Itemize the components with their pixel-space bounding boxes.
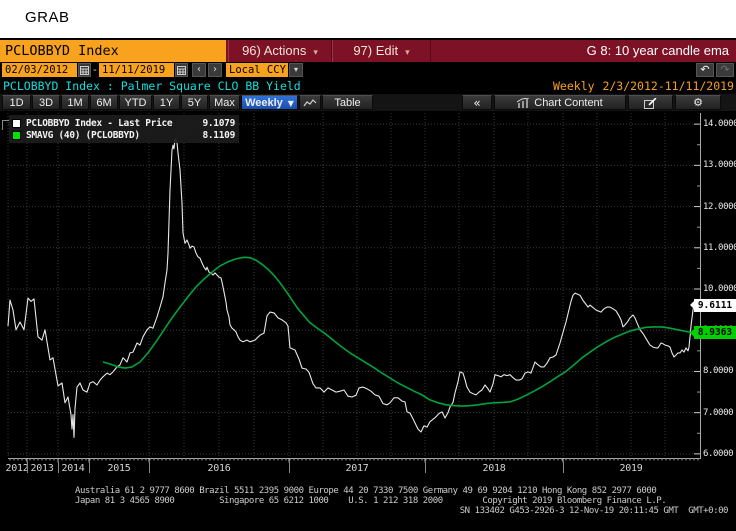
- toolbar: 1D 3D 1M 6M YTD 1Y 5Y Max Weekly ▼ Table « Chart…: [0, 94, 736, 111]
- range-bar: 02/03/2012 - 11/11/2019 ‹ › Local CCY ▾ …: [0, 62, 736, 78]
- window-titlebar: GRAB: [0, 0, 736, 38]
- calendar-icon[interactable]: [78, 63, 91, 77]
- x-year-separator: [27, 462, 28, 473]
- next-period-button[interactable]: ›: [208, 63, 222, 77]
- y-tick-label: 11.0000: [703, 242, 736, 253]
- security-description: PCLOBBYD Index : Palmer Square CLO BB Yi…: [3, 79, 301, 93]
- y-tick-label: 12.0000: [703, 201, 736, 212]
- collapse-panel-button[interactable]: «: [462, 95, 492, 110]
- chart-content-icon: [517, 98, 530, 109]
- tab-3d[interactable]: 3D: [32, 95, 60, 110]
- actions-menu-button[interactable]: 96) Actions ▾: [228, 40, 332, 62]
- annotate-pencil-icon: [644, 97, 657, 109]
- edit-menu-button[interactable]: 97) Edit ▾: [332, 40, 431, 62]
- tab-5y[interactable]: 5Y: [181, 95, 208, 110]
- y-tick-label: 6.0000: [703, 448, 734, 459]
- tab-1d[interactable]: 1D: [2, 95, 31, 110]
- footer-phone-line1: Australia 61 2 9777 8600 Brazil 5511 239…: [75, 486, 657, 496]
- x-year-separator: [58, 462, 59, 473]
- grab-label: GRAB: [25, 9, 70, 26]
- legend-handle[interactable]: [2, 120, 9, 130]
- chart-content-button[interactable]: Chart Content: [494, 95, 626, 110]
- chart-content-label: Chart Content: [534, 97, 603, 109]
- settings-gear-button[interactable]: ⚙: [675, 95, 721, 110]
- tab-table[interactable]: Table: [322, 95, 373, 110]
- chart-context-label: G 8: 10 year candle ema: [586, 43, 729, 58]
- legend-item: SMAVG (40) (PCLOBBYD) 8.1109: [12, 129, 235, 141]
- legend-label: SMAVG (40) (PCLOBBYD): [26, 129, 140, 141]
- legend-value: 9.1079: [202, 117, 235, 129]
- x-tick-label-2012: 2012: [5, 463, 29, 474]
- y-tick-label: 8.0000: [703, 366, 734, 377]
- y-tick-label: 10.0000: [703, 284, 736, 294]
- legend-item: PCLOBBYD Index - Last Price 9.1079: [12, 117, 235, 129]
- last-value-badge: 9.6111: [690, 298, 736, 312]
- prev-period-button[interactable]: ‹: [192, 63, 206, 77]
- period-dropdown[interactable]: Weekly ▼: [241, 95, 298, 110]
- annotate-button[interactable]: [628, 95, 673, 110]
- tab-6m[interactable]: 6M: [90, 95, 118, 110]
- y-tick-label: 14.0000: [703, 119, 736, 130]
- redo-button[interactable]: ↷: [716, 63, 734, 77]
- series-smavg: [102, 256, 695, 407]
- edit-menu-label: 97) Edit: [353, 43, 399, 58]
- x-year-separator: [89, 462, 90, 473]
- chart-legend[interactable]: PCLOBBYD Index - Last Price 9.1079 SMAVG (…: [9, 115, 239, 143]
- footer-phone-line2: Japan 81 3 4565 8900 Singapore 65 6212 1…: [75, 496, 667, 506]
- tab-max[interactable]: Max: [209, 95, 240, 110]
- line-chart-type-button[interactable]: [299, 95, 321, 110]
- x-year-separator: [149, 462, 150, 473]
- footer-session-info: SN 133402 G453-2926-3 12-Nov-19 20:11:45…: [459, 506, 729, 516]
- x-tick-label-2015: 2015: [107, 463, 131, 474]
- x-tick-label-2017: 2017: [345, 463, 369, 474]
- actions-menu-label: 96) Actions: [242, 43, 307, 58]
- x-tick-label-2018: 2018: [482, 463, 506, 474]
- legend-swatch: [12, 118, 21, 128]
- tab-ytd[interactable]: YTD: [119, 95, 152, 110]
- x-tick-label-2019: 2019: [619, 463, 643, 474]
- x-tick-label-2013: 2013: [30, 463, 54, 474]
- y-tick-label: 13.0000: [703, 160, 736, 171]
- security-ticker-field[interactable]: PCLOBBYD Index: [0, 40, 226, 62]
- legend-value: 8.1109: [202, 129, 235, 141]
- chevron-down-icon: ▾: [405, 48, 410, 58]
- chevron-down-icon: ▼: [287, 99, 294, 108]
- x-tick-label-2016: 2016: [207, 463, 231, 474]
- x-year-separator: [425, 462, 426, 473]
- x-year-separator: [563, 462, 564, 473]
- undo-button[interactable]: ↶: [696, 63, 714, 77]
- x-tick-label-2014: 2014: [61, 463, 85, 474]
- date-range-separator: -: [93, 64, 97, 76]
- start-date-input[interactable]: 02/03/2012: [2, 63, 77, 77]
- chevron-down-icon[interactable]: ▾: [289, 63, 303, 77]
- period-indicator: Weekly: [553, 79, 595, 93]
- end-date-input[interactable]: 11/11/2019: [99, 63, 174, 77]
- date-range-indicator: 2/3/2012-11/11/2019: [602, 79, 734, 93]
- series-last-price: [7, 138, 695, 438]
- tab-1m[interactable]: 1M: [61, 95, 89, 110]
- command-bar: PCLOBBYD Index 96) Actions ▾ 97) Edit ▾ G …: [0, 40, 736, 62]
- line-chart-icon: [303, 98, 317, 106]
- tab-1y[interactable]: 1Y: [153, 95, 180, 110]
- legend-label: PCLOBBYD Index - Last Price: [26, 117, 173, 129]
- last-value-badge: 8.9363: [690, 326, 736, 340]
- security-bar: PCLOBBYD Index : Palmer Square CLO BB Yi…: [0, 78, 736, 94]
- calendar-icon[interactable]: [175, 63, 188, 77]
- legend-swatch: [12, 130, 21, 140]
- period-dropdown-label: Weekly: [245, 97, 283, 109]
- currency-select[interactable]: Local CCY: [226, 63, 288, 77]
- x-year-separator: [289, 462, 290, 473]
- chevron-down-icon: ▾: [313, 48, 318, 58]
- y-tick-label: 7.0000: [703, 407, 734, 418]
